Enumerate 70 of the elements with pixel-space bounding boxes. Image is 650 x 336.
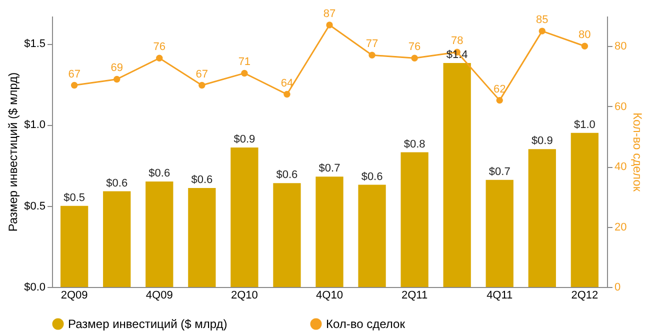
bar [103,191,131,287]
data-label: 67 [68,68,80,80]
data-label: 64 [280,77,294,90]
data-label: 80 [578,29,591,42]
point [198,82,206,89]
point [326,22,333,28]
point [538,28,546,34]
y-tick-label: $1.0 [24,119,46,132]
bar [400,152,428,287]
data-label: 76 [153,41,166,54]
bar [146,182,174,287]
data-label: 87 [323,8,336,20]
data-label: $0.7 [318,162,340,175]
data-label: $0.6 [148,168,170,180]
x-tick-label: 2Q10 [230,290,258,302]
bar [188,188,216,287]
data-label: 76 [408,41,421,54]
data-label: 71 [238,56,251,68]
data-label: 67 [196,68,208,80]
data-label: 78 [450,35,464,48]
data-label: $0.9 [234,133,256,146]
bar [443,63,471,287]
x-tick-label: 4Q11 [486,290,513,302]
y-tick-label: $1.5 [24,38,46,50]
x-tick-label: 4Q09 [146,290,173,302]
data-label: $0.5 [64,192,86,204]
bar [316,176,344,287]
y-tick-label: $0.0 [24,282,46,294]
bar [528,149,556,287]
data-label: $1.0 [574,118,596,131]
bar [486,180,514,287]
point [496,96,503,104]
point [411,54,418,62]
data-label: $0.8 [404,138,426,150]
data-label: 85 [536,14,548,26]
x-tick-label: 4Q10 [316,290,343,302]
point [581,42,588,50]
y2-tick-label: 40 [614,161,627,174]
y-axis-title: Размер инвестиций ($ млрд) [6,72,20,232]
data-label: 77 [366,38,378,50]
data-label: 62 [493,83,506,96]
bar [358,184,386,287]
y2-tick-label: 80 [614,40,627,53]
bar [60,206,88,287]
point [368,52,376,58]
x-tick-label: 2Q09 [60,290,88,302]
data-label: $0.9 [531,135,553,148]
x-tick-label: 2Q12 [571,290,598,302]
point [156,54,163,62]
data-label: $0.6 [276,169,298,182]
y2-axis-title: Кол-во сделок [630,112,645,192]
legend-label: Кол-во сделок [326,317,406,331]
y2-tick-label: 60 [614,100,627,113]
y-tick-label: $0.5 [24,200,46,212]
bar [273,183,301,287]
point [284,90,290,98]
bar [570,132,598,287]
point [241,70,248,77]
data-label: $0.6 [106,177,128,190]
data-label: $0.6 [361,170,383,183]
y2-tick-label: 20 [614,221,627,234]
point [70,82,78,89]
data-label: 69 [110,62,123,74]
x-tick-label: 2Q11 [402,290,428,302]
point [114,76,120,83]
data-label: $0.7 [488,166,510,178]
y2-tick-label: 0 [614,282,621,294]
bar [230,147,258,287]
legend-label: Размер инвестиций ($ млрд) [68,317,228,331]
data-label: $0.6 [191,174,213,186]
